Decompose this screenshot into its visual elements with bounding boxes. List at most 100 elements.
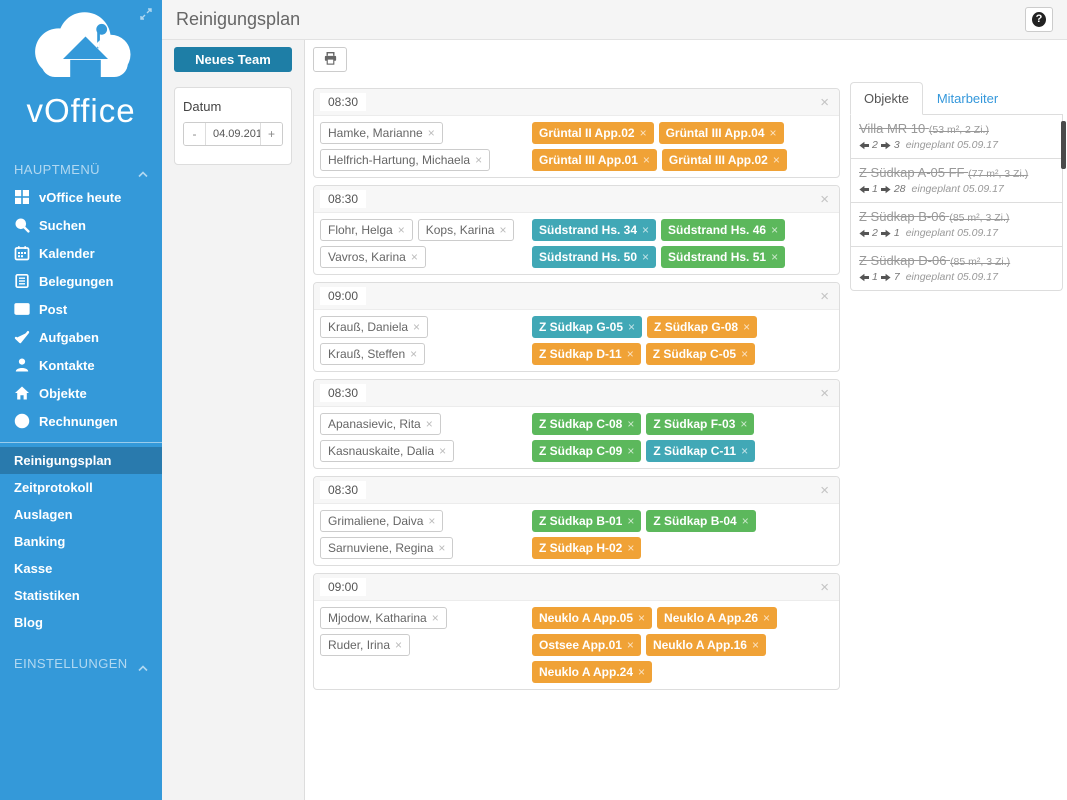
remove-icon[interactable]: ×: [439, 443, 447, 458]
remove-icon[interactable]: ×: [642, 249, 650, 264]
remove-icon[interactable]: ×: [425, 416, 433, 431]
close-icon[interactable]: ×: [820, 93, 829, 111]
remove-icon[interactable]: ×: [741, 513, 749, 528]
remove-icon[interactable]: ×: [413, 319, 421, 334]
object-tag[interactable]: Südstrand Hs. 34 ×: [532, 219, 657, 241]
date-minus-button[interactable]: -: [184, 123, 206, 145]
team-time-input[interactable]: 09:00: [320, 578, 367, 596]
member-tag[interactable]: Ruder, Irina ×: [320, 634, 411, 656]
remove-icon[interactable]: ×: [741, 346, 749, 361]
remove-icon[interactable]: ×: [410, 249, 418, 264]
member-tag[interactable]: Krauß, Daniela ×: [320, 316, 429, 338]
object-tag[interactable]: Grüntal II App.02 ×: [532, 122, 654, 144]
remove-icon[interactable]: ×: [428, 513, 436, 528]
close-icon[interactable]: ×: [820, 481, 829, 499]
object-tag[interactable]: Südstrand Hs. 46 ×: [661, 219, 786, 241]
remove-icon[interactable]: ×: [772, 152, 780, 167]
sidebar-item-kasse[interactable]: Kasse: [0, 555, 162, 582]
object-tag[interactable]: Neuklo A App.16 ×: [645, 634, 766, 656]
close-icon[interactable]: ×: [820, 190, 829, 208]
expand-icon[interactable]: [139, 7, 153, 21]
remove-icon[interactable]: ×: [751, 637, 759, 652]
sidebar-item-reinigungsplan[interactable]: Reinigungsplan: [0, 447, 162, 474]
sidebar-item-post[interactable]: Post: [0, 295, 162, 323]
object-tag[interactable]: Z Südkap C-05 ×: [645, 343, 756, 365]
menu-header-hauptmenu[interactable]: HAUPTMENÜ: [0, 156, 162, 183]
sidebar-item-statistiken[interactable]: Statistiken: [0, 582, 162, 609]
date-input[interactable]: 04.09.2017: [213, 128, 260, 140]
remove-icon[interactable]: ×: [627, 416, 635, 431]
member-tag[interactable]: Hamke, Marianne ×: [320, 122, 443, 144]
sidebar-item-objekte[interactable]: Objekte: [0, 379, 162, 407]
remove-icon[interactable]: ×: [642, 222, 650, 237]
remove-icon[interactable]: ×: [395, 637, 403, 652]
sidebar-item-rechnungen[interactable]: Rechnungen: [0, 407, 162, 435]
object-list-item[interactable]: Z Südkap B-06 (85 m², 3 Zi.) 2 1 eingeplant…: [851, 203, 1062, 247]
remove-icon[interactable]: ×: [475, 152, 483, 167]
object-tag[interactable]: Z Südkap G-08 ×: [647, 316, 758, 338]
sidebar-item-belegungen[interactable]: Belegungen: [0, 267, 162, 295]
object-tag[interactable]: Ostsee App.01 ×: [532, 634, 641, 656]
member-tag[interactable]: Grimaliene, Daiva ×: [320, 510, 444, 532]
object-tag[interactable]: Z Südkap D-11 ×: [532, 343, 641, 365]
member-tag[interactable]: Sarnuviene, Regina ×: [320, 537, 454, 559]
member-tag[interactable]: Krauß, Steffen ×: [320, 343, 426, 365]
object-tag[interactable]: Z Südkap C-08 ×: [532, 413, 642, 435]
sidebar-item-banking[interactable]: Banking: [0, 528, 162, 555]
sidebar-item-kontakte[interactable]: Kontakte: [0, 351, 162, 379]
sidebar-item-auslagen[interactable]: Auslagen: [0, 501, 162, 528]
object-tag[interactable]: Z Südkap C-11 ×: [646, 440, 756, 462]
team-time-input[interactable]: 08:30: [320, 190, 367, 208]
remove-icon[interactable]: ×: [626, 637, 634, 652]
sidebar-item-voffice-heute[interactable]: vOffice heute: [0, 183, 162, 211]
member-tag[interactable]: Vavros, Karina ×: [320, 246, 426, 268]
tab-mitarbeiter[interactable]: Mitarbeiter: [936, 91, 999, 106]
remove-icon[interactable]: ×: [499, 222, 507, 237]
remove-icon[interactable]: ×: [741, 443, 749, 458]
sidebar-item-kalender[interactable]: Kalender: [0, 239, 162, 267]
remove-icon[interactable]: ×: [427, 125, 435, 140]
remove-icon[interactable]: ×: [740, 416, 748, 431]
team-time-input[interactable]: 08:30: [320, 93, 367, 111]
object-list-item[interactable]: Z Südkap D-06 (85 m², 3 Zi.) 1 7 eingeplant…: [851, 247, 1062, 290]
scrollbar-thumb[interactable]: [1061, 121, 1066, 169]
remove-icon[interactable]: ×: [771, 249, 779, 264]
remove-icon[interactable]: ×: [397, 222, 405, 237]
sidebar-item-aufgaben[interactable]: Aufgaben: [0, 323, 162, 351]
object-tag[interactable]: Z Südkap B-01 ×: [532, 510, 642, 532]
remove-icon[interactable]: ×: [410, 346, 418, 361]
member-tag[interactable]: Kasnauskaite, Dalia ×: [320, 440, 455, 462]
object-tag[interactable]: Z Südkap B-04 ×: [646, 510, 756, 532]
team-time-input[interactable]: 09:00: [320, 287, 367, 305]
object-tag[interactable]: Grüntal III App.04 ×: [658, 122, 784, 144]
object-tag[interactable]: Grüntal III App.01 ×: [532, 149, 657, 171]
new-team-button[interactable]: Neues Team: [174, 47, 292, 72]
remove-icon[interactable]: ×: [431, 610, 439, 625]
sidebar-item-blog[interactable]: Blog: [0, 609, 162, 636]
close-icon[interactable]: ×: [820, 578, 829, 596]
member-tag[interactable]: Mjodow, Katharina ×: [320, 607, 447, 629]
remove-icon[interactable]: ×: [627, 443, 635, 458]
object-tag[interactable]: Südstrand Hs. 50 ×: [532, 246, 657, 268]
member-tag[interactable]: Helfrich-Hartung, Michaela ×: [320, 149, 491, 171]
remove-icon[interactable]: ×: [642, 152, 650, 167]
member-tag[interactable]: Flohr, Helga ×: [320, 219, 413, 241]
object-tag[interactable]: Z Südkap F-03 ×: [646, 413, 755, 435]
remove-icon[interactable]: ×: [639, 125, 647, 140]
tab-objekte[interactable]: Objekte: [850, 82, 923, 115]
sidebar-item-suchen[interactable]: Suchen: [0, 211, 162, 239]
remove-icon[interactable]: ×: [763, 610, 771, 625]
date-plus-button[interactable]: +: [260, 123, 282, 145]
team-time-input[interactable]: 08:30: [320, 384, 367, 402]
remove-icon[interactable]: ×: [638, 664, 646, 679]
remove-icon[interactable]: ×: [771, 222, 779, 237]
remove-icon[interactable]: ×: [627, 540, 635, 555]
sidebar-item-zeitprotokoll[interactable]: Zeitprotokoll: [0, 474, 162, 501]
object-tag[interactable]: Grüntal III App.02 ×: [661, 149, 787, 171]
print-button[interactable]: [313, 47, 347, 72]
object-tag[interactable]: Z Südkap H-02 ×: [532, 537, 642, 559]
remove-icon[interactable]: ×: [626, 346, 634, 361]
object-tag[interactable]: Z Südkap G-05 ×: [532, 316, 643, 338]
close-icon[interactable]: ×: [820, 287, 829, 305]
remove-icon[interactable]: ×: [627, 513, 635, 528]
